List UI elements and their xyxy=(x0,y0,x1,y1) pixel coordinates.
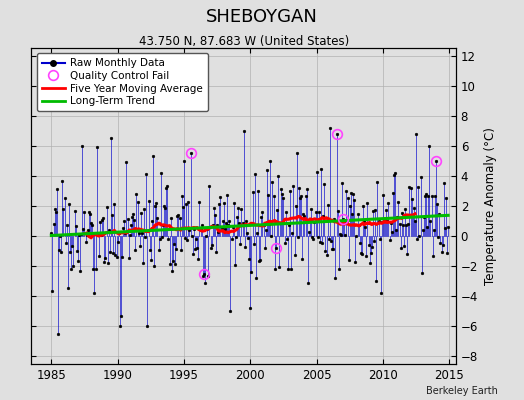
Y-axis label: Temperature Anomaly (°C): Temperature Anomaly (°C) xyxy=(484,127,497,285)
Text: SHEBOYGAN: SHEBOYGAN xyxy=(206,8,318,26)
Title: 43.750 N, 87.683 W (United States): 43.750 N, 87.683 W (United States) xyxy=(138,35,349,48)
Text: Berkeley Earth: Berkeley Earth xyxy=(426,386,498,396)
Legend: Raw Monthly Data, Quality Control Fail, Five Year Moving Average, Long-Term Tren: Raw Monthly Data, Quality Control Fail, … xyxy=(37,53,208,112)
